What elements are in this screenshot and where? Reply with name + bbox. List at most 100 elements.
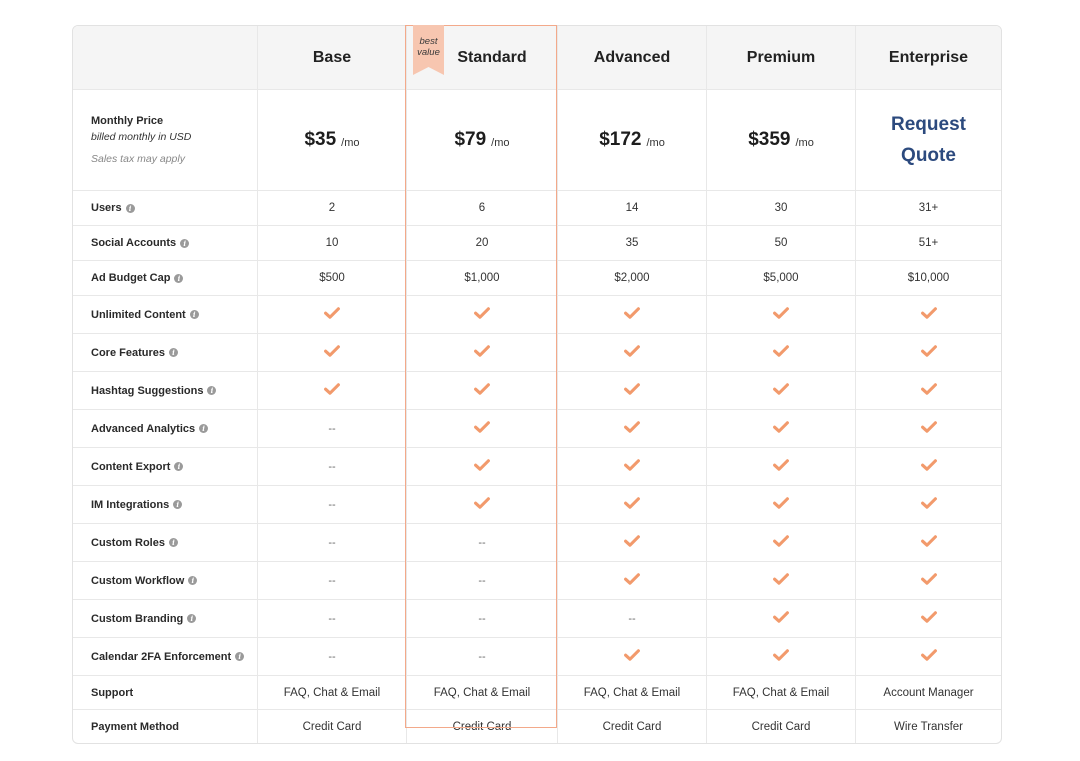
check-icon bbox=[920, 383, 937, 398]
info-icon[interactable]: i bbox=[188, 576, 198, 585]
info-icon[interactable]: i bbox=[174, 462, 184, 471]
value-cell-enterprise: 51+ bbox=[855, 226, 1001, 260]
table-body: Users i 2 6 14 30 31+ Social Accounts i 10 20 35 50 5… bbox=[73, 191, 1001, 743]
check-icon bbox=[920, 497, 937, 512]
check-icon bbox=[920, 459, 937, 474]
check-icon bbox=[474, 307, 490, 322]
info-icon[interactable]: i bbox=[207, 386, 217, 395]
check-icon bbox=[624, 345, 640, 360]
feature-cell-enterprise bbox=[855, 600, 1001, 637]
row-label-unlimited-content: Unlimited Content i bbox=[73, 296, 257, 333]
check-icon bbox=[773, 497, 789, 512]
feature-cell-standard bbox=[406, 334, 557, 371]
value-cell-enterprise: Account Manager bbox=[855, 676, 1001, 709]
feature-cell-advanced bbox=[557, 372, 706, 409]
price-unit: /mo bbox=[341, 136, 360, 149]
info-icon[interactable]: i bbox=[235, 652, 245, 661]
table-row: Advanced Analytics i -- bbox=[73, 410, 1001, 448]
row-label-im-integrations: IM Integrations i bbox=[73, 486, 257, 523]
plan-header-row: Base Standard Advanced Premium Enterpris… bbox=[73, 26, 1001, 90]
info-icon[interactable]: i bbox=[174, 273, 184, 283]
row-label-text: Advanced Analytics bbox=[91, 422, 196, 435]
check-icon bbox=[920, 421, 937, 436]
feature-cell-advanced bbox=[557, 524, 706, 561]
feature-cell-advanced: -- bbox=[557, 600, 706, 637]
feature-cell-enterprise bbox=[855, 524, 1001, 561]
feature-cell-standard bbox=[406, 448, 557, 485]
feature-cell-base bbox=[257, 334, 406, 371]
feature-cell-base: -- bbox=[257, 486, 406, 523]
info-icon[interactable]: i bbox=[199, 424, 209, 433]
row-label-text: Users bbox=[91, 202, 122, 214]
feature-cell-advanced bbox=[557, 486, 706, 523]
row-label-payment-method: Payment Method bbox=[73, 710, 257, 743]
info-icon[interactable]: i bbox=[168, 348, 178, 357]
table-row: Users i 2 6 14 30 31+ bbox=[73, 191, 1001, 226]
check-icon bbox=[773, 307, 789, 322]
row-label-text: Custom Roles bbox=[91, 536, 165, 549]
feature-cell-base: -- bbox=[257, 448, 406, 485]
price-unit: /mo bbox=[795, 136, 814, 149]
price-amount: $359 bbox=[748, 129, 791, 150]
feature-cell-premium bbox=[706, 486, 855, 523]
value-cell-base: Credit Card bbox=[257, 710, 406, 743]
header-empty-cell bbox=[73, 26, 257, 89]
row-label-text: Custom Workflow bbox=[91, 574, 185, 587]
feature-cell-base bbox=[257, 296, 406, 333]
check-icon bbox=[474, 459, 490, 474]
value-cell-premium: 50 bbox=[706, 226, 855, 260]
price-row: Monthly Price billed monthly in USD Sale… bbox=[73, 90, 1001, 191]
check-icon bbox=[624, 497, 640, 512]
feature-cell-enterprise bbox=[855, 410, 1001, 447]
feature-cell-enterprise bbox=[855, 448, 1001, 485]
row-label-support: Support bbox=[73, 676, 257, 709]
info-icon[interactable]: i bbox=[125, 203, 135, 213]
best-value-line1: best bbox=[419, 36, 438, 47]
table-row: Social Accounts i 10 20 35 50 51+ bbox=[73, 226, 1001, 261]
info-icon[interactable]: i bbox=[187, 614, 197, 623]
value-cell-premium: 30 bbox=[706, 191, 855, 225]
feature-cell-standard bbox=[406, 372, 557, 409]
value-cell-premium: FAQ, Chat & Email bbox=[706, 676, 855, 709]
feature-cell-advanced bbox=[557, 334, 706, 371]
feature-cell-premium bbox=[706, 524, 855, 561]
feature-cell-enterprise bbox=[855, 372, 1001, 409]
feature-cell-premium bbox=[706, 296, 855, 333]
not-included-dash: -- bbox=[478, 612, 486, 625]
price-amount: $172 bbox=[599, 129, 642, 150]
check-icon bbox=[624, 573, 640, 588]
feature-cell-base: -- bbox=[257, 600, 406, 637]
price-cell-advanced: $172 /mo bbox=[557, 90, 706, 190]
value-cell-base: FAQ, Chat & Email bbox=[257, 676, 406, 709]
not-included-dash: -- bbox=[628, 612, 636, 625]
check-icon bbox=[920, 649, 937, 664]
price-cell-premium: $359 /mo bbox=[706, 90, 855, 190]
row-label-text: Unlimited Content bbox=[91, 308, 186, 321]
feature-cell-premium bbox=[706, 334, 855, 371]
table-row: Content Export i -- bbox=[73, 448, 1001, 486]
table-row: Unlimited Content i bbox=[73, 296, 1001, 334]
check-icon bbox=[773, 611, 789, 626]
feature-cell-premium bbox=[706, 372, 855, 409]
feature-cell-enterprise bbox=[855, 334, 1001, 371]
not-included-dash: -- bbox=[328, 574, 336, 587]
feature-cell-standard bbox=[406, 486, 557, 523]
info-icon[interactable]: i bbox=[189, 310, 199, 319]
feature-cell-base: -- bbox=[257, 410, 406, 447]
info-icon[interactable]: i bbox=[173, 500, 183, 509]
value-cell-advanced: Credit Card bbox=[557, 710, 706, 743]
table-row: Support FAQ, Chat & Email FAQ, Chat & Emai… bbox=[73, 676, 1001, 710]
value-cell-advanced: 35 bbox=[557, 226, 706, 260]
row-label-content-export: Content Export i bbox=[73, 448, 257, 485]
plan-name-standard-text: Standard bbox=[457, 48, 527, 66]
info-icon[interactable]: i bbox=[180, 238, 190, 248]
info-icon[interactable]: i bbox=[168, 538, 178, 547]
check-icon bbox=[324, 383, 340, 398]
request-quote-link[interactable]: Request Quote bbox=[891, 109, 966, 171]
row-label-text: Hashtag Suggestions bbox=[91, 384, 204, 397]
feature-cell-standard: -- bbox=[406, 600, 557, 637]
table-row: Ad Budget Cap i $500 $1,000 $2,000 $5,000 $10,… bbox=[73, 261, 1001, 296]
plan-name-standard: Standard bbox=[406, 26, 557, 89]
check-icon bbox=[773, 459, 789, 474]
feature-cell-base: -- bbox=[257, 562, 406, 599]
